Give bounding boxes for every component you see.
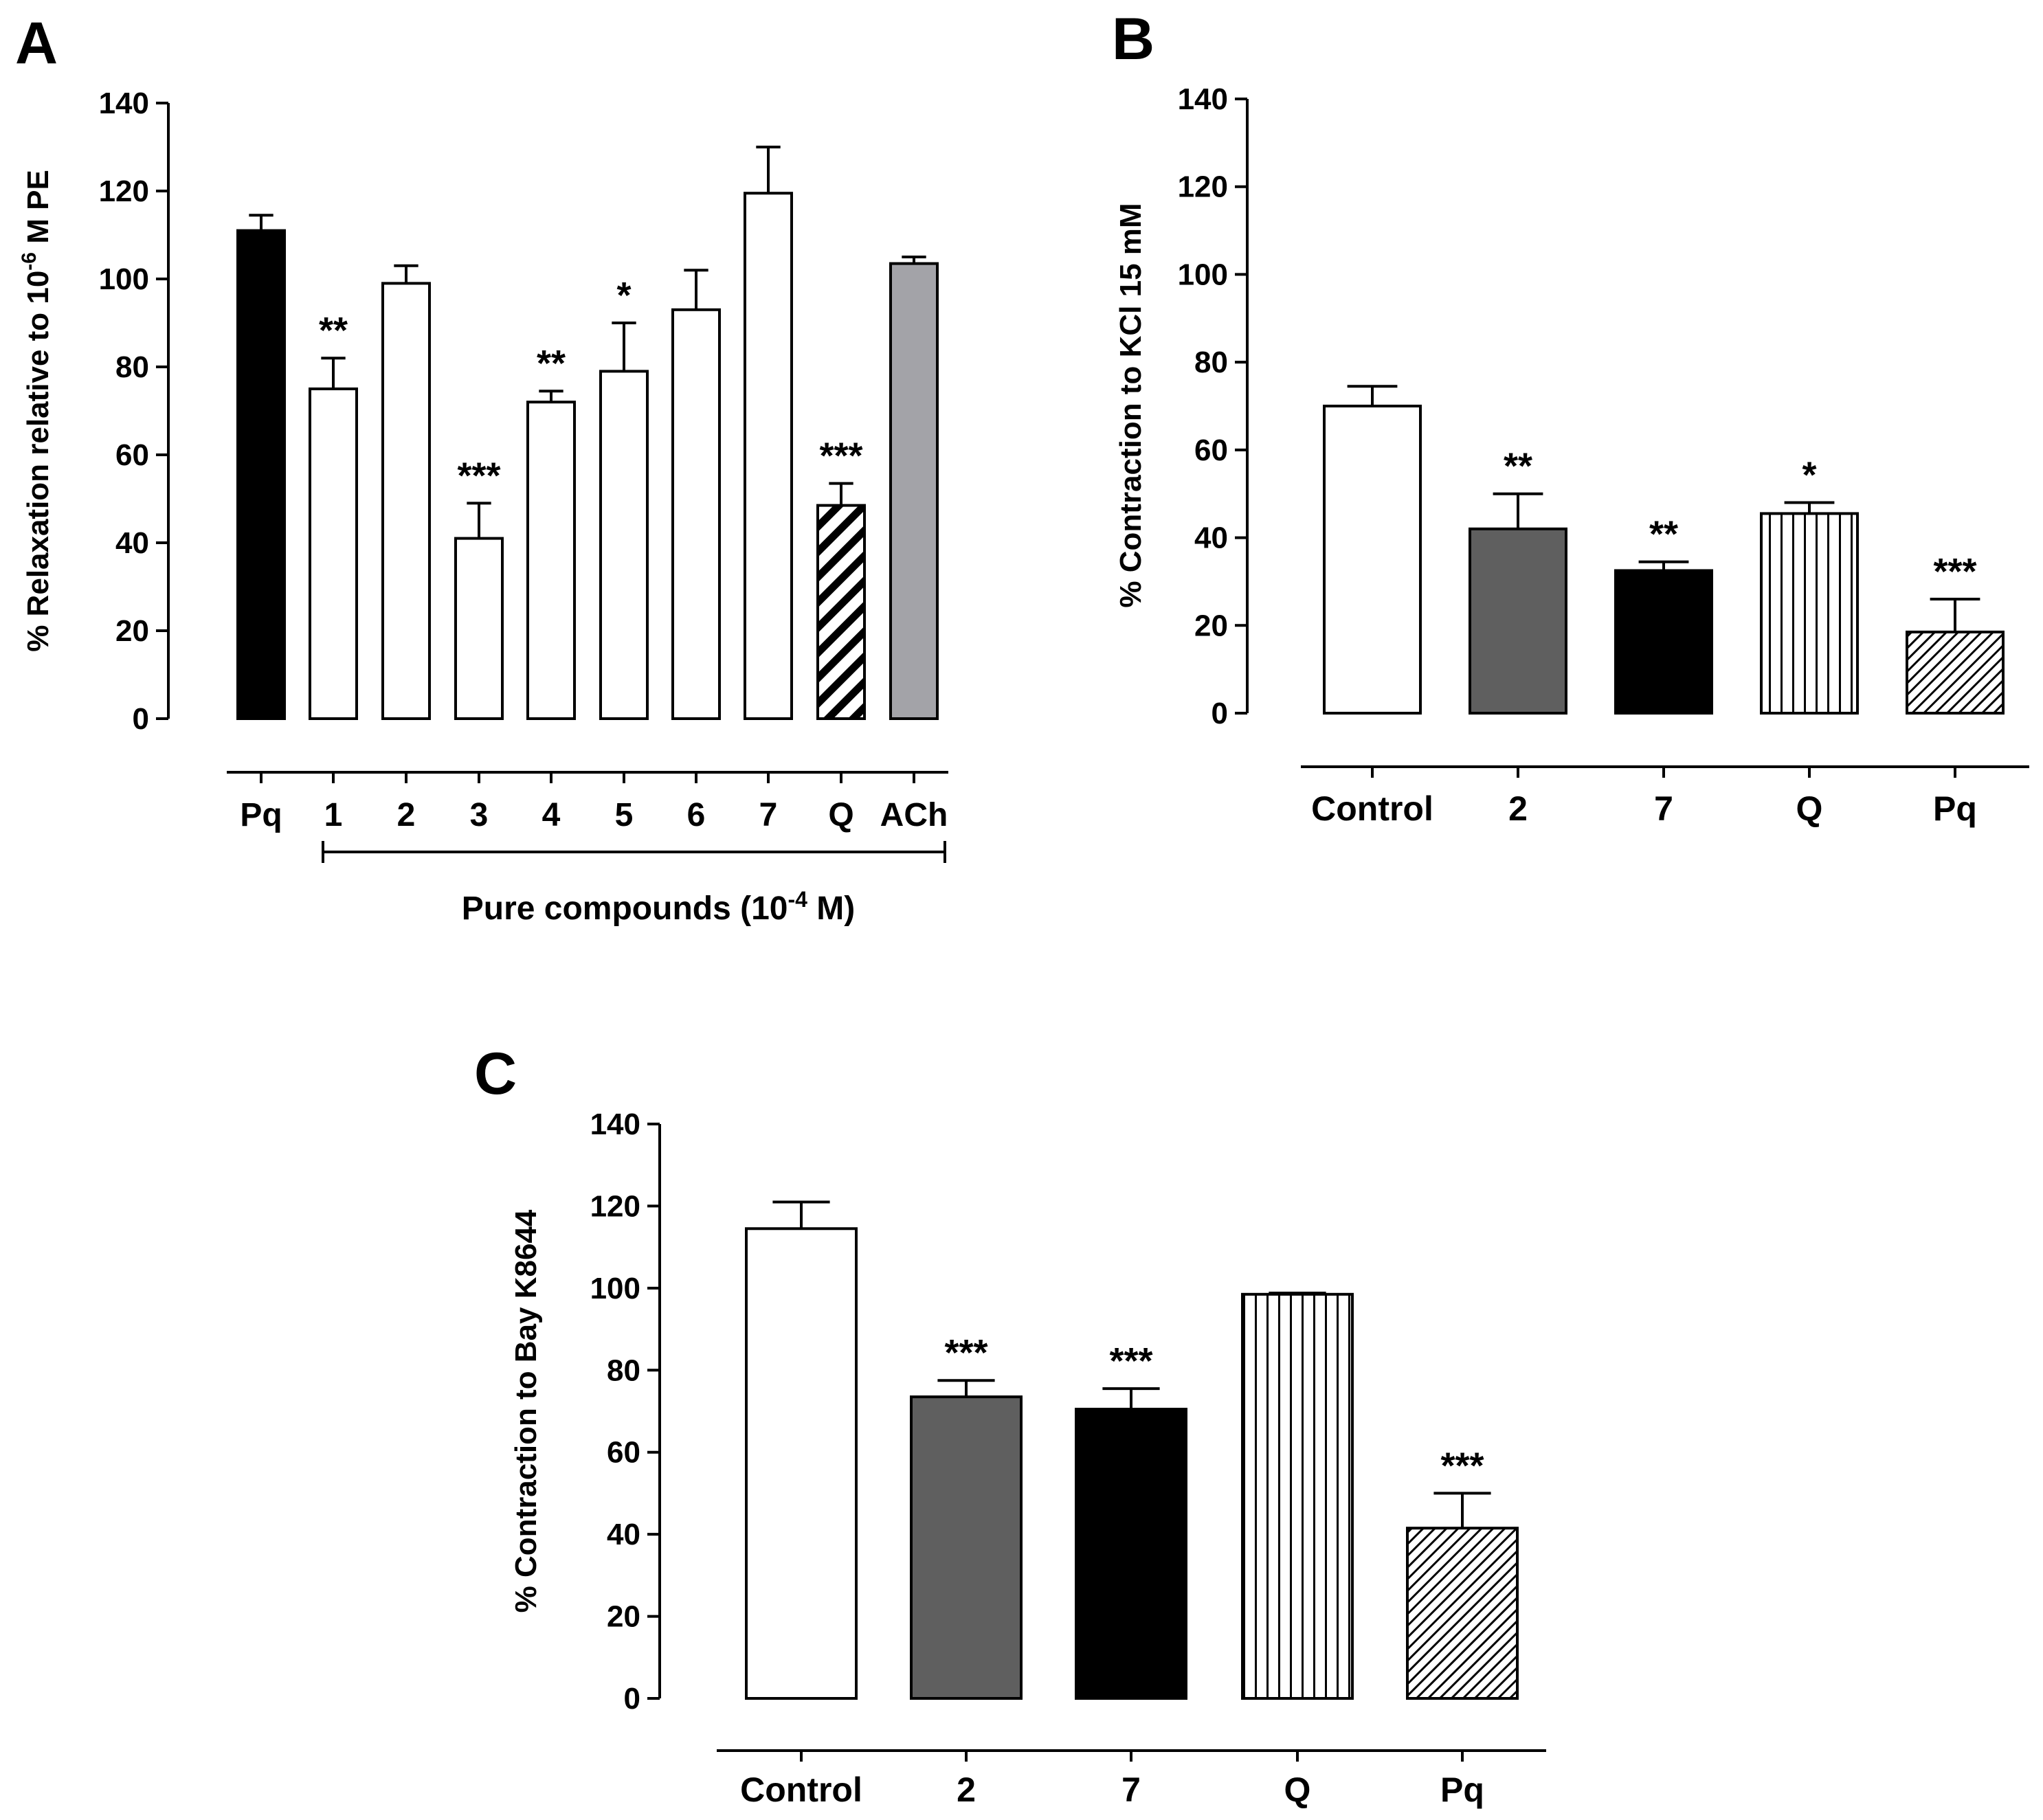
y-tick-label: 120	[1178, 170, 1228, 204]
y-tick-label: 20	[115, 614, 149, 648]
y-tick-label: 60	[115, 438, 149, 472]
category-label: Q	[1284, 1771, 1311, 1809]
category-label: 7	[1654, 789, 1673, 828]
y-tick-label: 0	[624, 1682, 640, 1716]
bar-7	[1614, 569, 1713, 715]
category-label: 4	[542, 797, 561, 833]
significance-label: ***	[819, 436, 862, 477]
category-label: 6	[687, 797, 706, 833]
bar-Control	[745, 1227, 858, 1700]
category-label: 1	[324, 797, 343, 833]
y-tick-label: 20	[1194, 609, 1228, 642]
bar-Q	[1241, 1292, 1354, 1700]
bar-Pq	[236, 229, 286, 721]
bar-3	[454, 537, 504, 720]
bar-Q	[816, 504, 866, 720]
category-label: 2	[397, 797, 416, 833]
bar-5	[599, 370, 649, 721]
significance-label: ***	[1933, 551, 1976, 592]
y-tick-label: 0	[133, 702, 149, 736]
y-tick-label: 0	[1212, 697, 1228, 730]
y-axis-label: % Relaxation relative to 10-6 M PE	[18, 170, 55, 652]
y-tick-label: 100	[590, 1272, 640, 1305]
bar-4	[526, 401, 576, 720]
category-label: Pq	[240, 797, 282, 833]
bar-2	[381, 282, 431, 720]
bar-ACh	[889, 262, 939, 721]
y-tick-label: 100	[1178, 258, 1228, 291]
y-tick-label: 20	[607, 1600, 640, 1634]
y-tick-label: 100	[99, 262, 149, 296]
panel-c-chart: 0 20 40 60 80 100 120 140 % Contraction to Bay K…	[509, 1108, 1546, 1809]
category-label: 5	[615, 797, 634, 833]
category-label: 3	[470, 797, 489, 833]
y-tick-label: 80	[1194, 346, 1228, 379]
panel-letter-b: B	[1112, 6, 1154, 72]
panel-letter-a: A	[15, 10, 58, 76]
panel-letter-c: C	[474, 1041, 517, 1107]
panel-b-chart: 0 20 40 60 80 100 120 140 % Contraction to KCl 1…	[1114, 82, 2029, 828]
significance-label: ***	[1440, 1445, 1484, 1486]
y-tick-label: 80	[607, 1353, 640, 1387]
category-label: 2	[1508, 789, 1528, 828]
bar-7	[1075, 1408, 1187, 1700]
significance-label: ***	[457, 455, 500, 496]
category-label: Q	[1796, 789, 1823, 828]
y-tick-label: 60	[1194, 434, 1228, 467]
category-label: 7	[759, 797, 778, 833]
y-tick-label: 60	[607, 1436, 640, 1470]
bar-7	[744, 192, 793, 720]
significance-label: **	[1649, 514, 1678, 555]
bar-Control	[1323, 405, 1422, 715]
significance-label: ***	[944, 1332, 987, 1373]
bar-Pq	[1906, 630, 2005, 715]
bar-1	[309, 387, 358, 720]
category-label: 7	[1121, 1771, 1141, 1809]
significance-label: ***	[1109, 1340, 1152, 1382]
significance-label: **	[537, 343, 566, 384]
category-label: ACh	[880, 797, 948, 833]
y-tick-label: 80	[115, 350, 149, 384]
bar-2	[910, 1395, 1023, 1700]
category-label: Pq	[1933, 789, 1977, 828]
y-tick-label: 140	[1178, 82, 1228, 116]
bar-Pq	[1406, 1527, 1519, 1700]
y-tick-label: 120	[590, 1189, 640, 1223]
significance-label: **	[1504, 446, 1532, 487]
panel-a-chart: 0 20 40 60 80 100 120 140 % Relaxation relative …	[18, 87, 948, 927]
significance-label: *	[616, 275, 631, 316]
y-axis-label: % Contraction to Bay K8644	[509, 1209, 543, 1613]
significance-label: **	[319, 310, 348, 351]
y-tick-label: 40	[115, 526, 149, 560]
category-label: Pq	[1440, 1771, 1484, 1809]
category-label: 2	[957, 1771, 976, 1809]
y-tick-label: 140	[99, 87, 149, 120]
category-label: Control	[1311, 789, 1433, 828]
bar-2	[1469, 527, 1567, 715]
bar-6	[671, 308, 721, 720]
y-tick-label: 140	[590, 1108, 640, 1141]
category-label: Q	[828, 797, 853, 833]
y-tick-label: 40	[607, 1518, 640, 1551]
significance-label: *	[1802, 454, 1816, 495]
y-tick-label: 40	[1194, 521, 1228, 555]
category-label: Control	[740, 1771, 862, 1809]
y-tick-label: 120	[99, 175, 149, 208]
x-axis-label: Pure compounds (10-4 M)	[462, 887, 856, 927]
bar-Q	[1760, 512, 1859, 715]
y-axis-label: % Contraction to KCl 15 mM	[1114, 203, 1148, 607]
